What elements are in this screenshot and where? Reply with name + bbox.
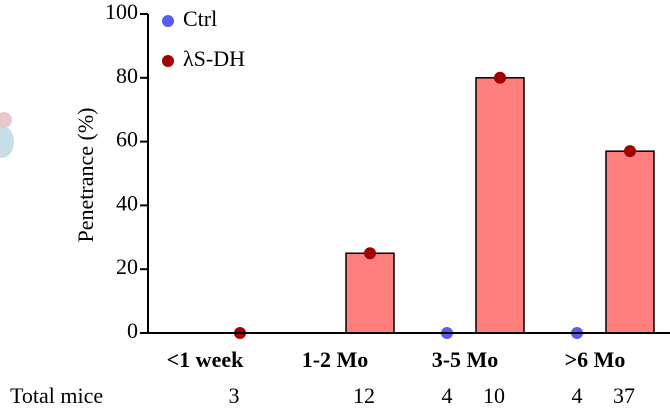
x-tick-label: 3-5 Mo [432,347,499,372]
count-label: 4 [442,383,453,408]
x-tick-label: >6 Mo [565,347,626,372]
counts-label: Total mice [10,383,103,408]
y-tick-label: 40 [116,190,138,215]
x-tick-label: 1-2 Mo [302,347,369,372]
bar [606,151,654,333]
mouse-icon [0,126,14,158]
data-point [624,145,636,157]
legend-marker [162,15,174,27]
bar [346,253,394,333]
legend-label: λS-DH [183,46,245,71]
bar [476,78,524,333]
x-tick-label: <1 week [167,347,244,372]
legend-label: Ctrl [183,6,217,31]
count-label: 37 [613,383,635,408]
y-axis-label: Penetrance (%) [73,108,98,243]
data-point [364,247,376,259]
y-tick-label: 20 [116,254,138,279]
y-tick-label: 60 [116,127,138,152]
y-tick-label: 80 [116,63,138,88]
y-tick-label: 100 [105,0,138,24]
count-label: 3 [229,383,240,408]
count-label: 4 [572,383,583,408]
data-point [494,72,506,84]
count-label: 10 [483,383,505,408]
y-tick-label: 0 [127,318,138,343]
chart: Penetrance (%) Total mice 0 20 40 60 80 100 <1… [0,0,670,418]
mouse-ear [0,112,12,128]
legend-marker [162,55,174,67]
count-label: 12 [353,383,375,408]
